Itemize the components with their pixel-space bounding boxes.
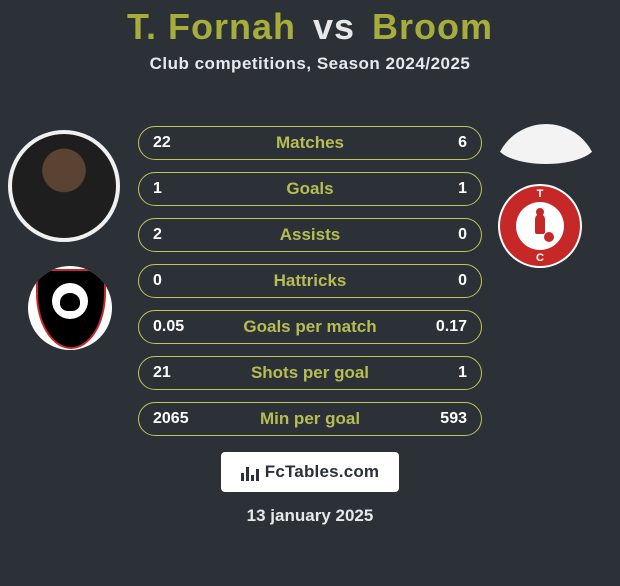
stat-row: 1Goals1	[138, 172, 482, 206]
stat-value-right: 0	[419, 226, 467, 244]
stats-table: 22Matches61Goals12Assists00Hattricks00.0…	[138, 126, 482, 448]
stat-row: 2Assists0	[138, 218, 482, 252]
stat-value-left: 0.05	[153, 318, 201, 336]
stat-value-left: 22	[153, 134, 201, 152]
stat-row: 0Hattricks0	[138, 264, 482, 298]
stat-value-right: 1	[419, 364, 467, 382]
stat-label: Assists	[201, 225, 419, 245]
player1-name: T. Fornah	[127, 6, 296, 47]
player2-placeholder-icon	[496, 124, 596, 164]
brand-badge: FcTables.com	[221, 452, 399, 492]
stat-value-right: 0	[419, 272, 467, 290]
player1-avatar	[8, 130, 120, 242]
club2-badge: T C	[498, 184, 582, 268]
stat-row: 0.05Goals per match0.17	[138, 310, 482, 344]
stat-row: 2065Min per goal593	[138, 402, 482, 436]
stat-value-left: 2	[153, 226, 201, 244]
stat-value-right: 1	[419, 180, 467, 198]
stat-value-left: 1	[153, 180, 201, 198]
fleetwood-town-icon: T C	[500, 186, 580, 266]
stat-row: 21Shots per goal1	[138, 356, 482, 390]
stat-label: Shots per goal	[201, 363, 419, 383]
stat-label: Min per goal	[201, 409, 419, 429]
stat-label: Goals	[201, 179, 419, 199]
bar-chart-icon	[241, 463, 259, 481]
stat-label: Hattricks	[201, 271, 419, 291]
club1-badge	[28, 266, 112, 350]
stat-label: Matches	[201, 133, 419, 153]
stat-label: Goals per match	[201, 317, 419, 337]
player2-name: Broom	[372, 6, 493, 47]
stat-value-left: 21	[153, 364, 201, 382]
stat-value-left: 2065	[153, 410, 201, 428]
brand-text: FcTables.com	[265, 462, 380, 482]
salford-city-icon	[35, 267, 105, 349]
vs-label: vs	[313, 6, 355, 47]
subtitle: Club competitions, Season 2024/2025	[0, 54, 620, 74]
stat-row: 22Matches6	[138, 126, 482, 160]
stat-value-right: 0.17	[419, 318, 467, 336]
badge-letter: T	[500, 188, 580, 200]
date-label: 13 january 2025	[0, 506, 620, 526]
stat-value-right: 593	[419, 410, 467, 428]
comparison-title: T. Fornah vs Broom	[0, 6, 620, 48]
stat-value-left: 0	[153, 272, 201, 290]
stat-value-right: 6	[419, 134, 467, 152]
badge-letter: C	[500, 252, 580, 264]
